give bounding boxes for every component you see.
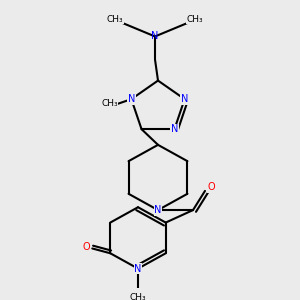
Text: O: O bbox=[207, 182, 215, 192]
Text: CH₃: CH₃ bbox=[101, 99, 118, 108]
Text: O: O bbox=[82, 242, 90, 251]
Text: N: N bbox=[128, 94, 135, 104]
Text: CH₃: CH₃ bbox=[107, 15, 123, 24]
Text: N: N bbox=[134, 264, 142, 274]
Text: N: N bbox=[181, 94, 188, 104]
Text: N: N bbox=[171, 124, 178, 134]
Text: N: N bbox=[151, 32, 159, 41]
Text: CH₃: CH₃ bbox=[187, 15, 203, 24]
Text: CH₃: CH₃ bbox=[130, 293, 146, 300]
Text: N: N bbox=[154, 205, 162, 215]
